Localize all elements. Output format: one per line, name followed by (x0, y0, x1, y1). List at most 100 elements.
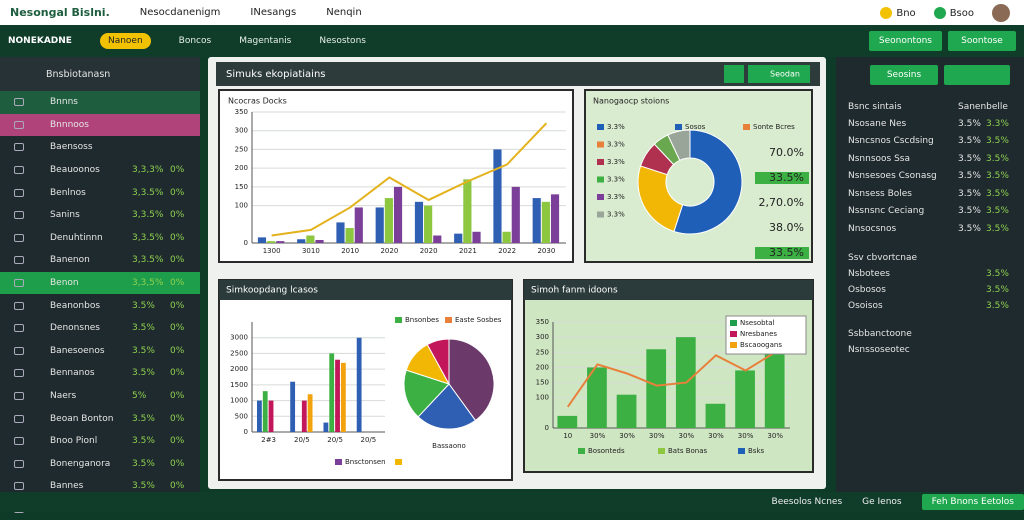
y-tick-label: 350 (235, 108, 248, 116)
badge-label: Bno (896, 7, 916, 19)
callout: 2,70.0% (759, 196, 804, 209)
legend-label: Bnsctonsen (345, 458, 386, 466)
menu-label: Baensoss (50, 142, 93, 153)
y-tick-label: 0 (545, 424, 549, 432)
y-tick-label: 1000 (230, 397, 248, 405)
slice (448, 338, 495, 422)
legend-swatch (335, 459, 342, 465)
y-tick-label: 0 (244, 239, 248, 247)
menu-label: Banesoenos (50, 345, 105, 356)
legend-swatch (730, 331, 737, 337)
menu-item[interactable]: Denuhtinnn 3,3.5% 0% (0, 227, 200, 250)
menu-label: Bennanos (50, 368, 95, 379)
menu-item[interactable]: Bennanos 3.5% 0% (0, 362, 200, 385)
bar (256, 400, 262, 432)
menu-item[interactable]: Beoan Bonton 3.5% 0% (0, 407, 200, 430)
nav-link[interactable]: Nesocdanenigm (139, 7, 221, 18)
bar (335, 359, 340, 432)
x-tick-label: 2020 (420, 247, 438, 255)
stat-change: 3.5% (986, 136, 1009, 147)
menu-item[interactable]: Benon 3,3,5% 0% (0, 271, 200, 295)
x-tick-label: 30% (767, 432, 783, 440)
panel-header (216, 62, 820, 86)
section-label: Osoisos (848, 300, 883, 311)
menu-value: 3.5% (132, 300, 155, 311)
menu-icon (14, 188, 24, 197)
line (566, 351, 776, 408)
footer-item[interactable]: Beesolos Ncnes (771, 497, 843, 507)
sidebar-title: Bnsbiotanasn (0, 57, 200, 91)
stat-label: Nsncsnos Cscdsing (848, 136, 934, 147)
menu-icon (14, 143, 24, 152)
stat-row: Nssnsnc Ceciang 3.5% 3.5% (836, 203, 1024, 221)
bar (345, 228, 354, 243)
menu-change: 0% (170, 165, 185, 176)
menu-label: Bannes (50, 481, 84, 492)
stat-value: 3.5% (958, 206, 981, 217)
y-tick-label: 2000 (230, 365, 248, 373)
button[interactable]: Seonontons (868, 31, 942, 51)
menu-item[interactable]: Banenon 3,3.5% 0% (0, 249, 200, 272)
menu-item[interactable]: Bnoo Pionl 3.5% 0% (0, 430, 200, 453)
tab[interactable]: Nesostons (319, 36, 366, 46)
badge[interactable]: Bsoo (933, 6, 974, 19)
menu-label: Bonenganora (50, 458, 111, 469)
stat-change: 3.5% (986, 206, 1009, 217)
legend-swatch (578, 448, 585, 454)
menu-item[interactable]: Bonenganora 3.5% 0% (0, 453, 200, 476)
bar (511, 186, 520, 243)
menu-item[interactable]: Benlnos 3,3.5% 0% (0, 181, 200, 204)
legend-swatch (395, 317, 402, 323)
menu-item[interactable]: Sanins 3,3.5% 0% (0, 204, 200, 227)
bar (306, 235, 315, 243)
y-tick-label: 100 (536, 394, 549, 402)
menu-change: 0% (170, 232, 185, 243)
avatar[interactable] (992, 3, 1010, 22)
footer-button[interactable]: Feh Bnons Eetolos (921, 494, 1024, 510)
menu-item[interactable]: Beanonbos 3.5% 0% (0, 294, 200, 317)
badge[interactable]: Bno (880, 6, 916, 19)
menu-item[interactable]: Denonsnes 3.5% 0% (0, 317, 200, 340)
menu-icon (14, 437, 24, 446)
button[interactable]: Seosins (870, 65, 938, 85)
toolbar: NONEKADNE Nanoen Boncos Magentanis Nesostons… (0, 25, 1024, 57)
menu-icon (14, 256, 24, 265)
bar (616, 394, 637, 428)
bar (735, 370, 755, 428)
x-tick-label: 2020 (380, 247, 398, 255)
stat-value: 3.5% (958, 188, 981, 199)
tab[interactable]: Nanoen (99, 33, 151, 49)
footer-item[interactable]: Ge Ienos (862, 497, 902, 507)
menu-item[interactable]: Beauoonos 3,3,3% 0% (0, 159, 200, 182)
slice (417, 383, 477, 430)
slice (403, 369, 450, 418)
menu-value: 3.5% (132, 413, 155, 424)
menu-item[interactable]: Naers 5% 0% (0, 385, 200, 408)
menu-item[interactable]: Baensoss (0, 136, 200, 159)
menu-value: 3,3.5% (132, 255, 164, 266)
menu-item[interactable]: Bnnns (0, 91, 200, 114)
menu-item[interactable]: Bannes 3.5% 0% (0, 475, 200, 498)
section-row: Osoisos 3.5% (836, 298, 1024, 314)
section-value: 3.5% (986, 300, 1009, 311)
chart-title: Ncocras Docks (228, 97, 287, 106)
menu-value: 5% (132, 391, 147, 402)
legend-label: Sonte Bcres (753, 123, 795, 131)
menu-change: 0% (170, 413, 185, 424)
menu-value: 3.5% (132, 481, 155, 492)
section-label: Nsbotees (848, 268, 890, 279)
menu-icon (14, 459, 24, 468)
nav-link[interactable]: Nenqin (326, 7, 362, 18)
menu-item[interactable]: Banesoenos 3.5% 0% (0, 340, 200, 363)
menu-item[interactable]: Bnnnoos (0, 113, 200, 137)
tab[interactable]: Boncos (178, 36, 212, 46)
section-value: 3.5% (986, 284, 1009, 295)
callout-bg (755, 247, 809, 259)
menu-label: Beoan Bonton (50, 413, 114, 424)
tab[interactable]: Magentanis (239, 36, 292, 46)
panel-title: Simuks ekopiatiains (226, 69, 326, 80)
legend-swatch (597, 194, 604, 200)
button[interactable] (944, 65, 1010, 85)
button[interactable]: Soontose (948, 31, 1016, 51)
nav-link[interactable]: INesangs (250, 7, 297, 18)
